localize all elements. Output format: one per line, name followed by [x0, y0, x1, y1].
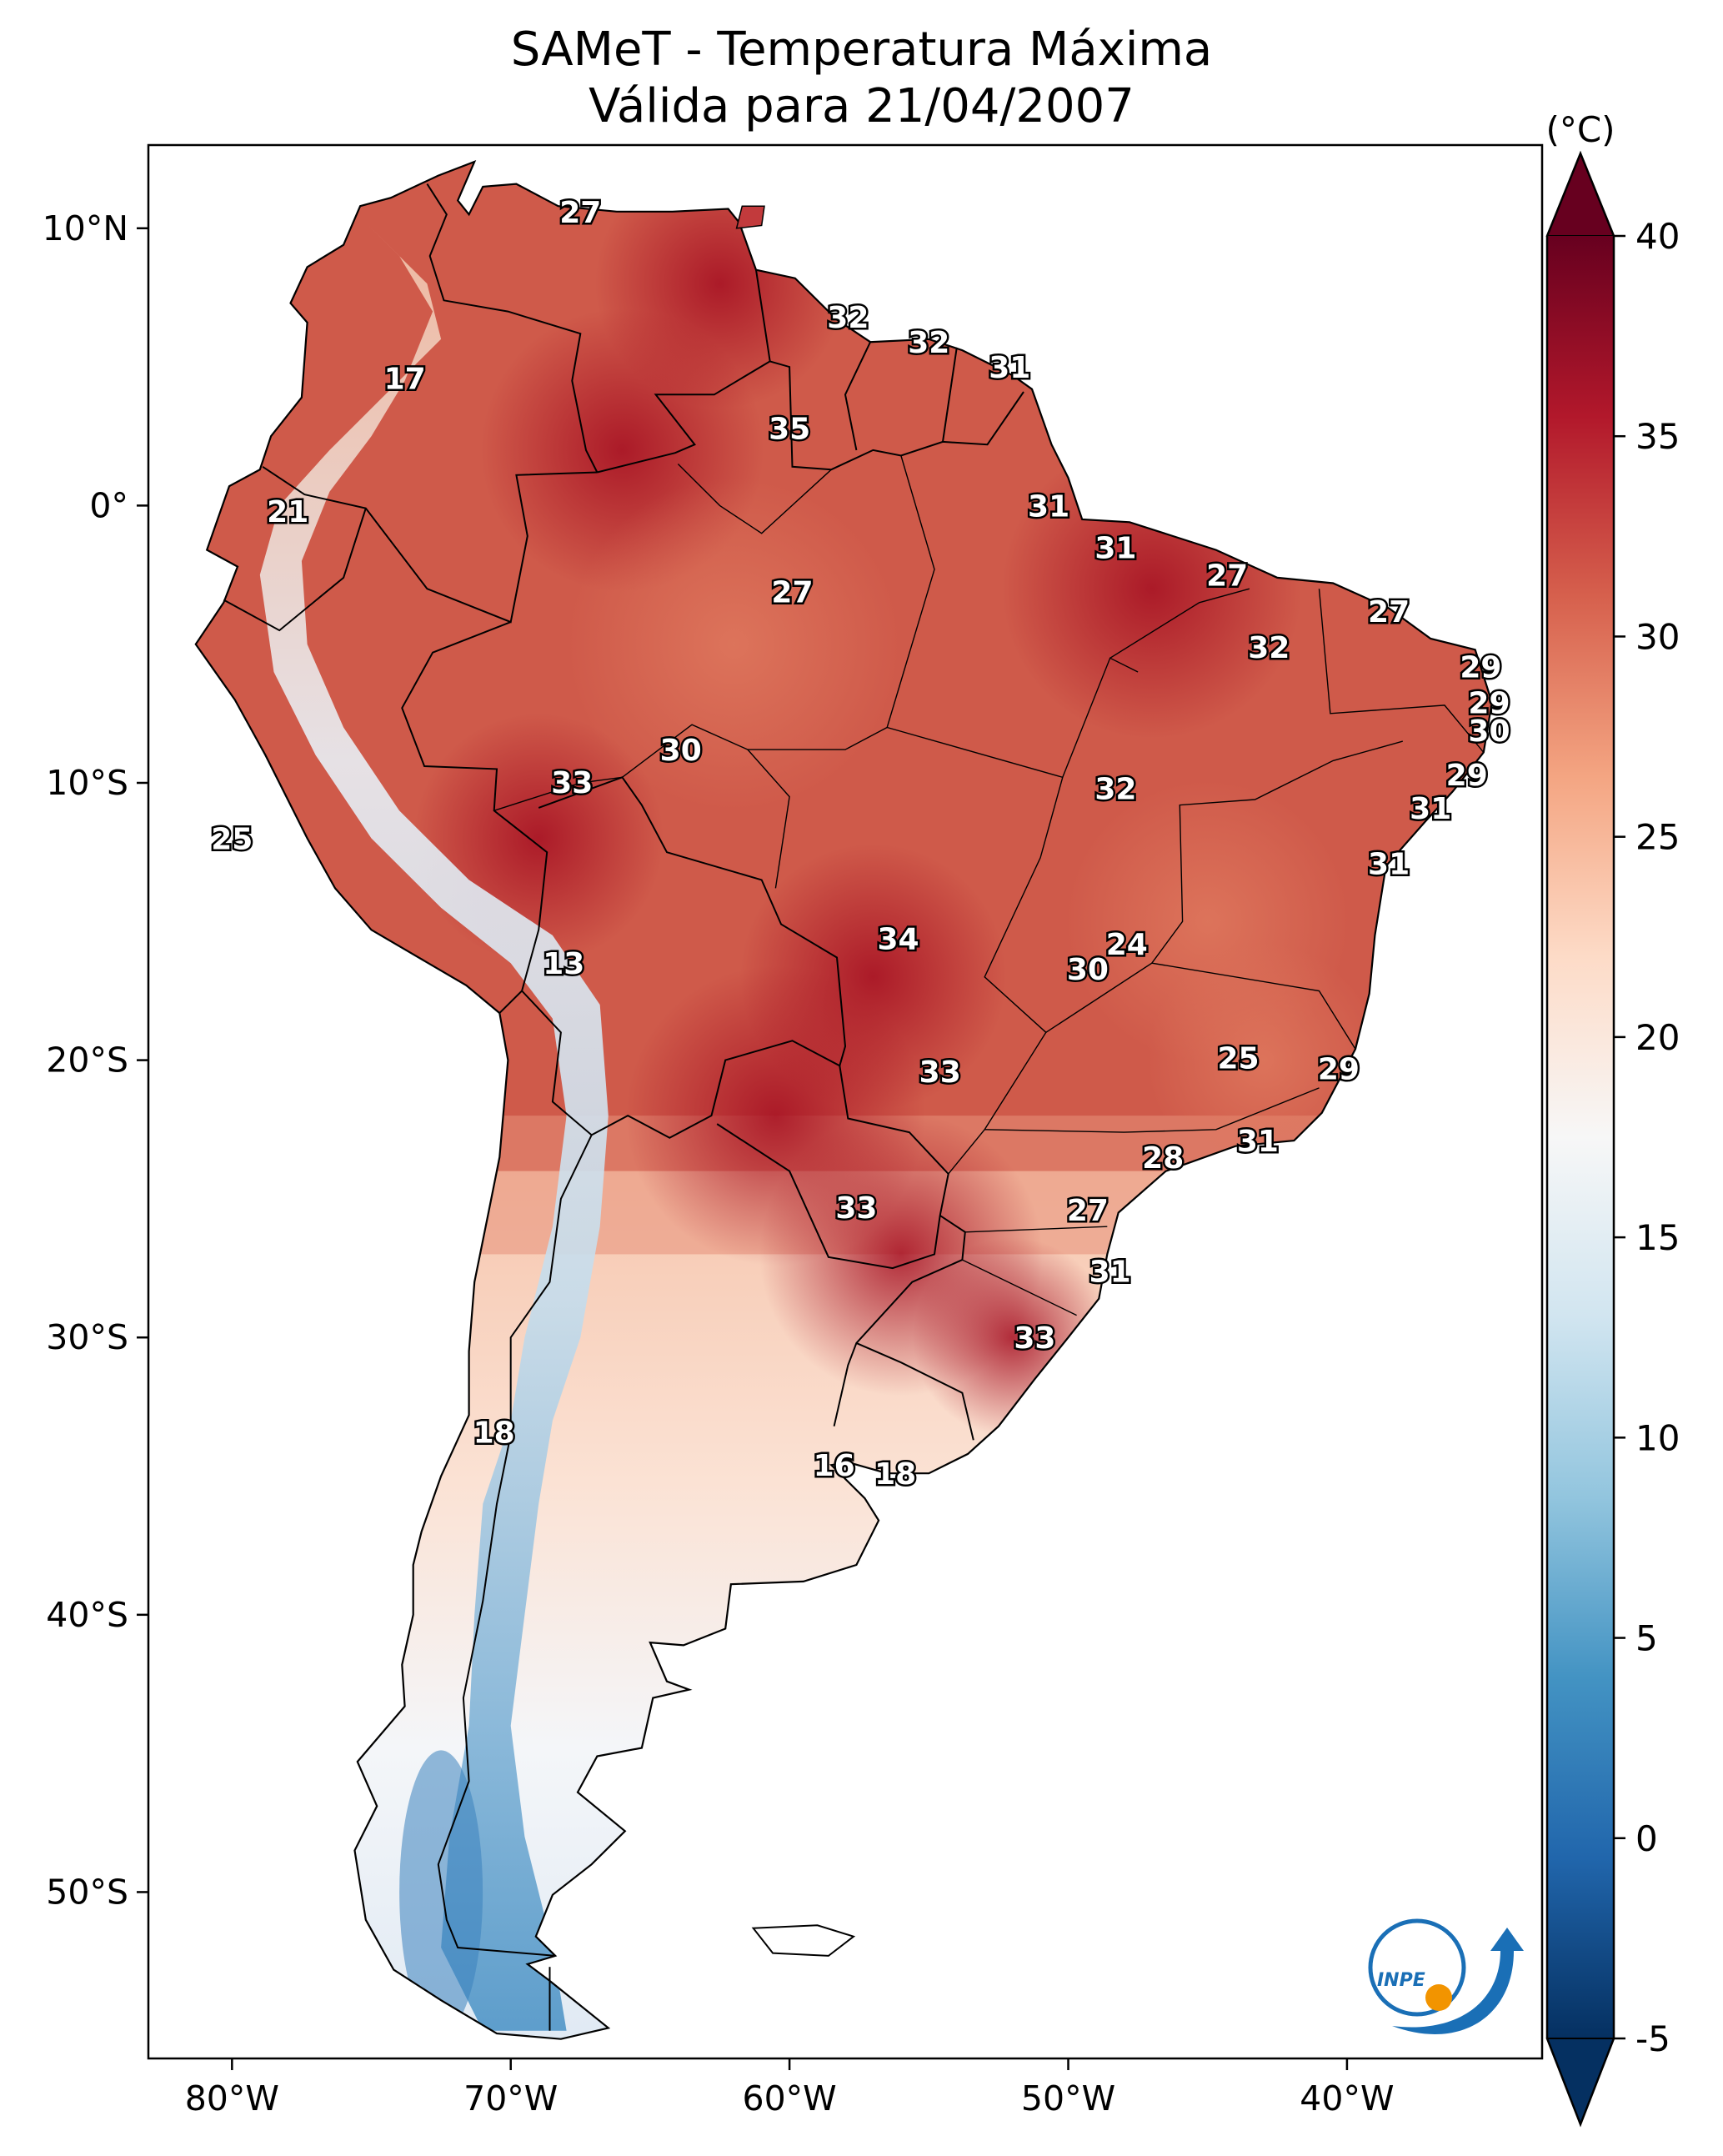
colorbar-unit: (°C)	[1545, 109, 1615, 150]
station-value-label: 34	[877, 922, 919, 956]
station-value-label: 30	[1468, 714, 1510, 749]
map-border	[147, 143, 1544, 2060]
station-value-label: 18	[874, 1457, 916, 1492]
colorbar-extend-bottom	[1545, 2038, 1615, 2127]
station-value-label: 28	[1142, 1141, 1184, 1176]
longitude-axis: 80°W 70°W 60°W 50°W 40°W	[185, 2058, 1395, 2118]
station-value-label: 29	[1468, 687, 1510, 721]
colorbar-tick-label: -5	[1635, 2018, 1670, 2059]
logo-ring	[1368, 1918, 1466, 2017]
station-value-label: 32	[1248, 631, 1290, 665]
map-title: SAMeT - Temperatura Máxima	[510, 23, 1213, 77]
station-value-label: 24	[1106, 928, 1148, 962]
station-value-label: 27	[559, 196, 601, 230]
logo-sun	[1425, 1984, 1452, 2011]
station-value-label: 29	[1460, 650, 1501, 684]
inpe-logo: INPE	[1368, 1918, 1524, 2034]
lon-tick-label: 80°W	[185, 2078, 279, 2118]
colorbar-tick-label: 10	[1635, 1417, 1680, 1458]
station-value-label: 31	[1410, 792, 1451, 826]
lat-tick-label: 0°	[89, 485, 128, 525]
station-value-label: 17	[384, 362, 426, 396]
station-value-label: 33	[1014, 1321, 1055, 1356]
station-value-label: 32	[1094, 773, 1136, 807]
station-value-label: 16	[814, 1449, 855, 1483]
lat-tick-label: 50°S	[46, 1872, 128, 1912]
colorbar-tick-label: 25	[1635, 817, 1680, 858]
station-value-label: 21	[267, 495, 308, 529]
logo-swoosh	[1392, 1928, 1524, 2034]
lat-tick-label: 20°S	[46, 1040, 128, 1081]
colorbar-body	[1547, 236, 1614, 2038]
station-value-label: 33	[919, 1055, 961, 1090]
station-value-label: 27	[1206, 559, 1248, 594]
lon-tick-label: 60°W	[743, 2078, 837, 2118]
station-value-label: 33	[835, 1191, 877, 1226]
station-value-label: 31	[1089, 1255, 1131, 1289]
colorbar-tick-label: 15	[1635, 1217, 1680, 1258]
station-value-label: 32	[827, 301, 869, 335]
colorbar-tick-label: 30	[1635, 616, 1680, 657]
country-borders	[223, 183, 1485, 2031]
colorbar-tick-label: 20	[1635, 1017, 1680, 1058]
station-value-label: 27	[1368, 595, 1410, 629]
station-value-label: 27	[1067, 1194, 1109, 1228]
colorbar-extend-top	[1545, 151, 1615, 237]
station-value-label: 31	[1237, 1125, 1279, 1159]
station-value-label: 35	[769, 412, 810, 446]
lon-tick-label: 70°W	[463, 2078, 558, 2118]
station-value-label: 30	[1067, 953, 1109, 987]
colorbar-tick-label: 5	[1635, 1618, 1658, 1659]
station-value-label: 32	[908, 326, 949, 360]
lat-tick-label: 10°N	[43, 208, 128, 248]
station-value-label: 27	[771, 576, 813, 610]
station-value-label: 31	[1368, 847, 1410, 881]
station-value-label: 25	[1217, 1041, 1259, 1075]
latitude-axis: 10°N 0° 10°S 20°S 30°S 40°S 50°S	[43, 208, 148, 1912]
colorbar-tick-label: 35	[1635, 416, 1680, 457]
colorbar-tick-label: 40	[1635, 216, 1680, 257]
station-value-label: 31	[989, 351, 1030, 385]
station-value-label: 29	[1446, 759, 1488, 793]
station-value-label: 33	[551, 766, 593, 800]
station-value-label: 13	[543, 947, 584, 981]
logo-text: INPE	[1377, 1970, 1425, 1991]
lon-tick-label: 50°W	[1021, 2078, 1115, 2118]
lat-tick-label: 30°S	[46, 1317, 128, 1357]
station-value-label: 18	[473, 1416, 515, 1450]
lat-tick-label: 10°S	[46, 763, 128, 803]
map-subtitle: Válida para 21/04/2007	[589, 79, 1134, 133]
station-value-label: 30	[660, 734, 702, 768]
station-value-label: 31	[1094, 531, 1136, 565]
colorbar-tick-label: 0	[1635, 1818, 1658, 1859]
station-value-label: 31	[1028, 489, 1069, 524]
station-value-label: 25	[211, 823, 253, 857]
lon-tick-label: 40°W	[1300, 2078, 1394, 2118]
colorbar-ticks: 40 35 30 25 20 15 10 5 0 -5	[1614, 216, 1680, 2059]
station-value-label: 29	[1318, 1053, 1360, 1087]
colorbar: (°C) 40 35 30 25 20 15 10 5 0 -5	[1545, 109, 1680, 2128]
lat-tick-label: 40°S	[46, 1595, 128, 1635]
